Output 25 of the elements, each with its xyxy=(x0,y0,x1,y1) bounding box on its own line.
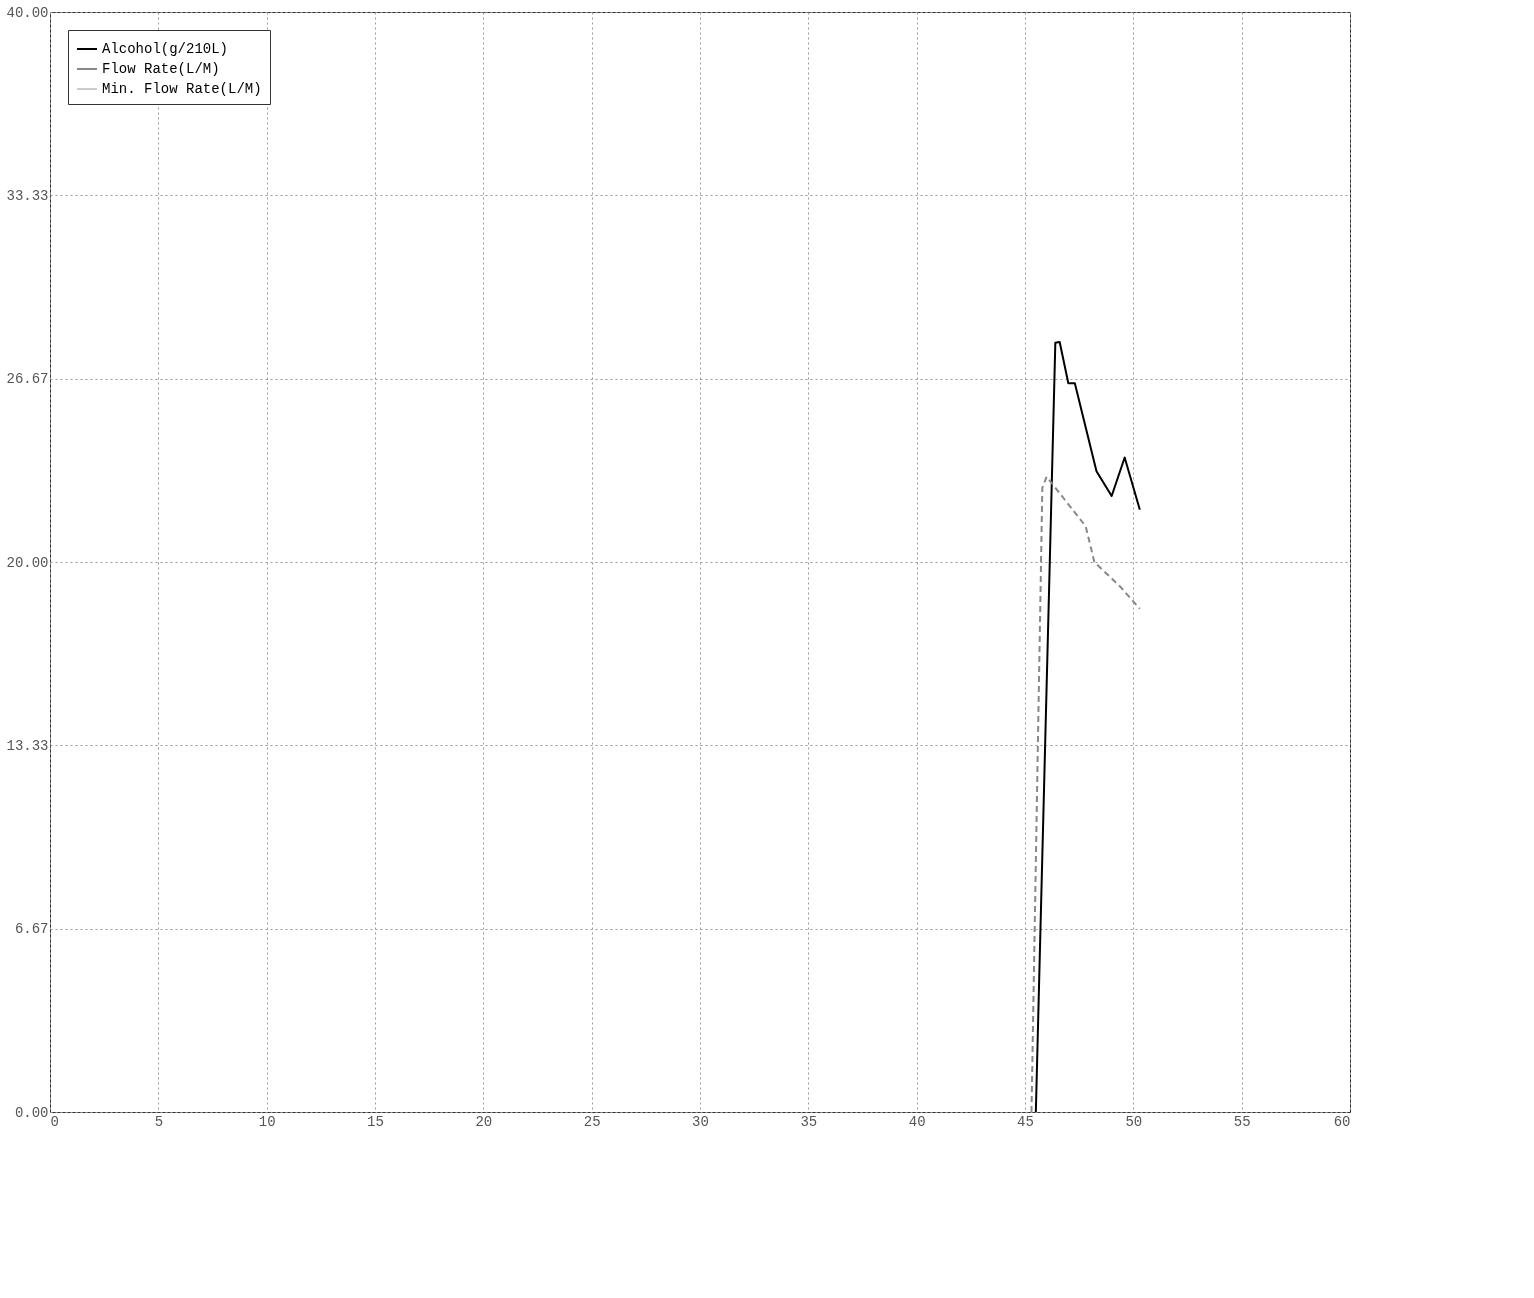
legend-label: Min. Flow Rate(L/M) xyxy=(102,81,262,97)
legend-label: Alcohol(g/210L) xyxy=(102,41,229,57)
y-tick-label: 33.33 xyxy=(6,187,49,204)
x-tick-label: 60 xyxy=(1333,1113,1351,1130)
line-series xyxy=(1030,475,1141,1113)
legend-label: Flow Rate(L/M) xyxy=(102,61,220,77)
x-tick-label: 45 xyxy=(1017,1113,1034,1130)
y-tick-label: 20.00 xyxy=(6,554,49,571)
x-tick-label: 25 xyxy=(583,1113,601,1130)
x-tick-label: 30 xyxy=(692,1113,709,1130)
y-tick-label: 6.67 xyxy=(14,921,49,938)
x-tick-label: 10 xyxy=(258,1113,276,1130)
y-tick-label: 13.33 xyxy=(6,737,49,754)
x-tick-label: 0 xyxy=(50,1113,59,1130)
x-tick-label: 50 xyxy=(1125,1113,1143,1130)
y-tick-label: 26.67 xyxy=(6,371,49,388)
line-series xyxy=(1034,341,1141,1113)
x-tick-label: 20 xyxy=(475,1113,493,1130)
y-tick-label: 0.00 xyxy=(14,1104,49,1121)
x-tick-label: 40 xyxy=(908,1113,926,1130)
x-tick-label: 5 xyxy=(154,1113,164,1130)
x-tick-label: 35 xyxy=(800,1113,818,1130)
x-tick-label: 15 xyxy=(367,1113,384,1130)
y-tick-label: 40.00 xyxy=(6,4,49,21)
x-tick-label: 55 xyxy=(1233,1113,1251,1130)
